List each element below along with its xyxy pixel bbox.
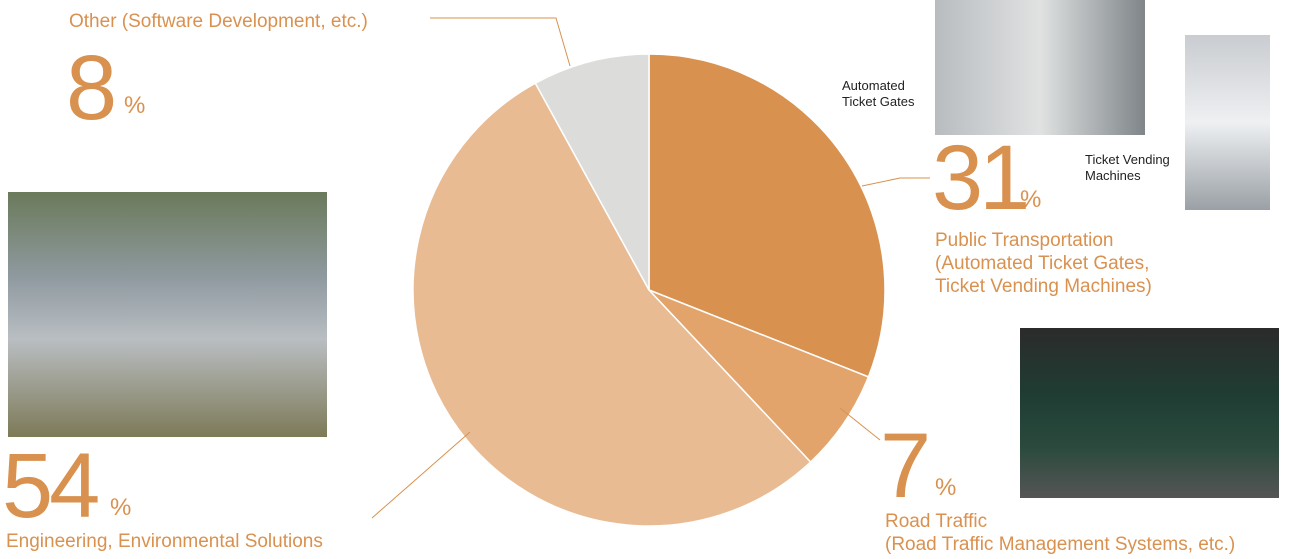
- value-label: 31: [932, 127, 1030, 229]
- photo-traffic: [1020, 328, 1279, 498]
- value-label: 54: [2, 435, 100, 537]
- category-label: Other (Software Development, etc.): [69, 11, 368, 32]
- unit-label: %: [935, 474, 957, 501]
- annotation: Automated Ticket Gates: [842, 78, 915, 109]
- category-label: Road Traffic (Road Traffic Management Sy…: [885, 511, 1236, 555]
- unit-label: %: [124, 92, 146, 119]
- photo-gates: [935, 0, 1145, 135]
- photo-vending: [1185, 35, 1270, 210]
- unit-label: %: [110, 494, 132, 521]
- leader-line: [430, 17, 571, 67]
- annotation: Ticket Vending Machines: [1085, 152, 1170, 183]
- leader-line: [861, 177, 930, 187]
- photo-solar: [8, 192, 327, 437]
- leader-line: [839, 407, 881, 441]
- pie-slice: [534, 53, 650, 291]
- category-label: Public Transportation (Automated Ticket …: [935, 230, 1152, 297]
- pie-slice: [648, 289, 870, 464]
- pie-slice: [412, 82, 812, 527]
- value-label: 8: [66, 37, 117, 139]
- value-label: 7: [880, 415, 931, 517]
- unit-label: %: [1020, 186, 1042, 213]
- category-label: Engineering, Environmental Solutions: [6, 531, 323, 552]
- pie-slice: [648, 53, 886, 378]
- leader-line: [371, 431, 471, 519]
